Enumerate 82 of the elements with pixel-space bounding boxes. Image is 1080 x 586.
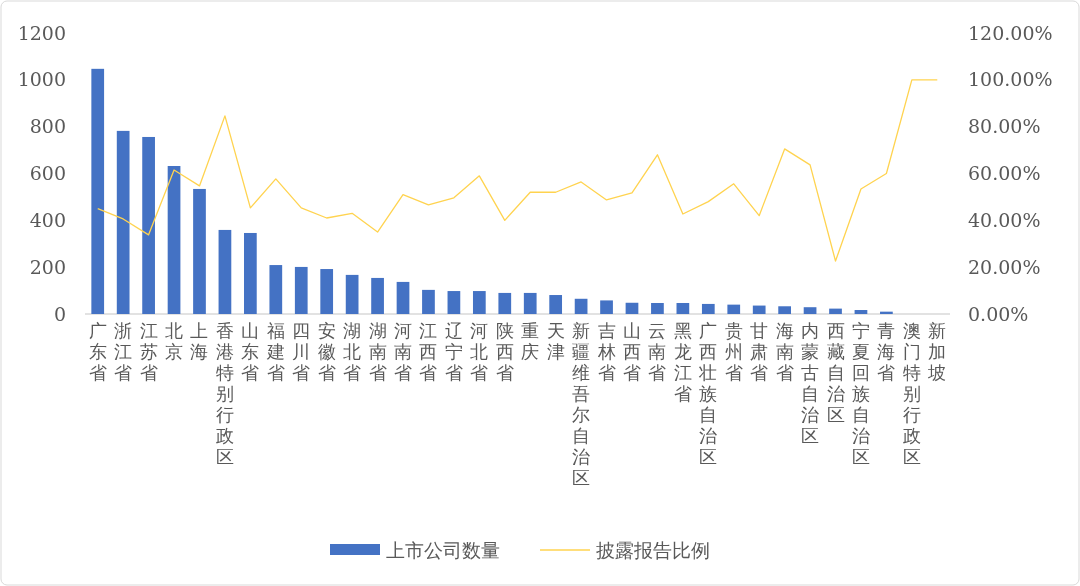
bar — [218, 229, 232, 314]
x-tick-label: 甘肃省 — [750, 320, 769, 383]
bar — [727, 304, 741, 314]
x-tick-label: 黑龙江省 — [673, 320, 692, 404]
y-tick-label: 1200 — [17, 21, 66, 44]
bar — [269, 265, 283, 314]
bar — [625, 302, 639, 314]
x-tick-label: 天津 — [546, 320, 565, 362]
x-tick-label: 广东省 — [88, 320, 107, 383]
x-tick-label: 新疆维吾尔自治区 — [572, 320, 591, 488]
x-tick-label: 上海 — [190, 320, 209, 362]
bar — [752, 305, 766, 314]
y2-tick-label: 20.00% — [968, 255, 1041, 278]
bar — [422, 289, 435, 314]
y2-tick-label: 100.00% — [968, 68, 1053, 91]
bar — [854, 310, 868, 314]
bar — [701, 303, 715, 314]
y-tick-label: 400 — [29, 208, 66, 231]
bar — [142, 136, 155, 314]
bar — [600, 300, 613, 314]
bar — [523, 292, 537, 314]
bar — [574, 298, 588, 314]
bar — [244, 232, 257, 314]
bar — [320, 269, 334, 314]
y2-tick-label: 80.00% — [968, 115, 1041, 138]
x-tick-label: 辽宁省 — [444, 320, 463, 383]
y2-tick-label: 40.00% — [968, 208, 1041, 231]
y2-tick-label: 60.00% — [968, 162, 1041, 185]
bar — [651, 302, 664, 314]
bar — [294, 266, 308, 314]
bar — [193, 188, 206, 314]
x-tick-label: 海南省 — [775, 320, 794, 383]
x-tick-label: 西藏自治区 — [826, 320, 845, 425]
y-tick-label: 200 — [29, 255, 66, 278]
x-tick-label: 广西壮族自治区 — [698, 320, 718, 467]
x-tick-label: 澳门特别行政区 — [902, 320, 921, 467]
y-tick-label: 600 — [29, 162, 66, 185]
x-tick-label: 北京 — [165, 320, 184, 362]
x-tick-label: 青海省 — [877, 320, 896, 383]
x-tick-label: 新加坡 — [927, 320, 947, 383]
y2-tick-label: 120.00% — [968, 21, 1053, 44]
legend-label: 披露报告比例 — [596, 538, 710, 561]
y-tick-label: 800 — [29, 115, 66, 138]
x-tick-label: 四川省 — [292, 320, 311, 383]
bar — [676, 302, 690, 314]
x-tick-label: 山东省 — [241, 320, 260, 383]
bar — [116, 130, 130, 314]
x-tick-label: 内蒙古自治区 — [801, 320, 820, 446]
x-tick-label: 江西省 — [419, 320, 438, 383]
x-tick-label: 陕西省 — [495, 320, 514, 383]
y-tick-label: 1000 — [17, 68, 66, 91]
x-tick-label: 云南省 — [648, 320, 667, 383]
bar — [371, 277, 384, 314]
x-tick-label: 重庆 — [521, 320, 540, 362]
bar — [498, 292, 512, 314]
x-tick-label: 河北省 — [470, 320, 489, 383]
y-tick-label: 0 — [53, 302, 66, 325]
x-tick-label: 福建省 — [265, 320, 285, 383]
bar — [396, 281, 410, 314]
x-tick-label: 安徽省 — [317, 320, 336, 383]
x-tick-label: 湖南省 — [368, 320, 387, 383]
x-tick-label: 河南省 — [394, 320, 413, 383]
x-tick-label: 贵州省 — [724, 320, 743, 383]
bar — [447, 291, 461, 314]
bar — [345, 274, 359, 314]
x-tick-label: 香港特别行政区 — [215, 320, 234, 467]
line-series — [97, 79, 938, 262]
x-tick-label: 湖北省 — [343, 320, 362, 383]
legend-label: 上市公司数量 — [386, 538, 500, 561]
y2-tick-label: 0.00% — [968, 302, 1029, 325]
bar — [829, 308, 842, 314]
bar — [803, 307, 817, 314]
bar — [91, 68, 105, 314]
bar — [549, 295, 563, 314]
bar — [167, 166, 181, 314]
x-tick-label: 浙江省 — [114, 320, 133, 383]
bar — [472, 291, 486, 314]
x-tick-label: 宁夏回族自治区 — [851, 320, 870, 467]
x-tick-label: 江苏省 — [139, 320, 158, 383]
x-tick-label: 吉林省 — [596, 320, 616, 383]
x-tick-label: 山西省 — [622, 320, 641, 383]
bar — [778, 306, 791, 314]
